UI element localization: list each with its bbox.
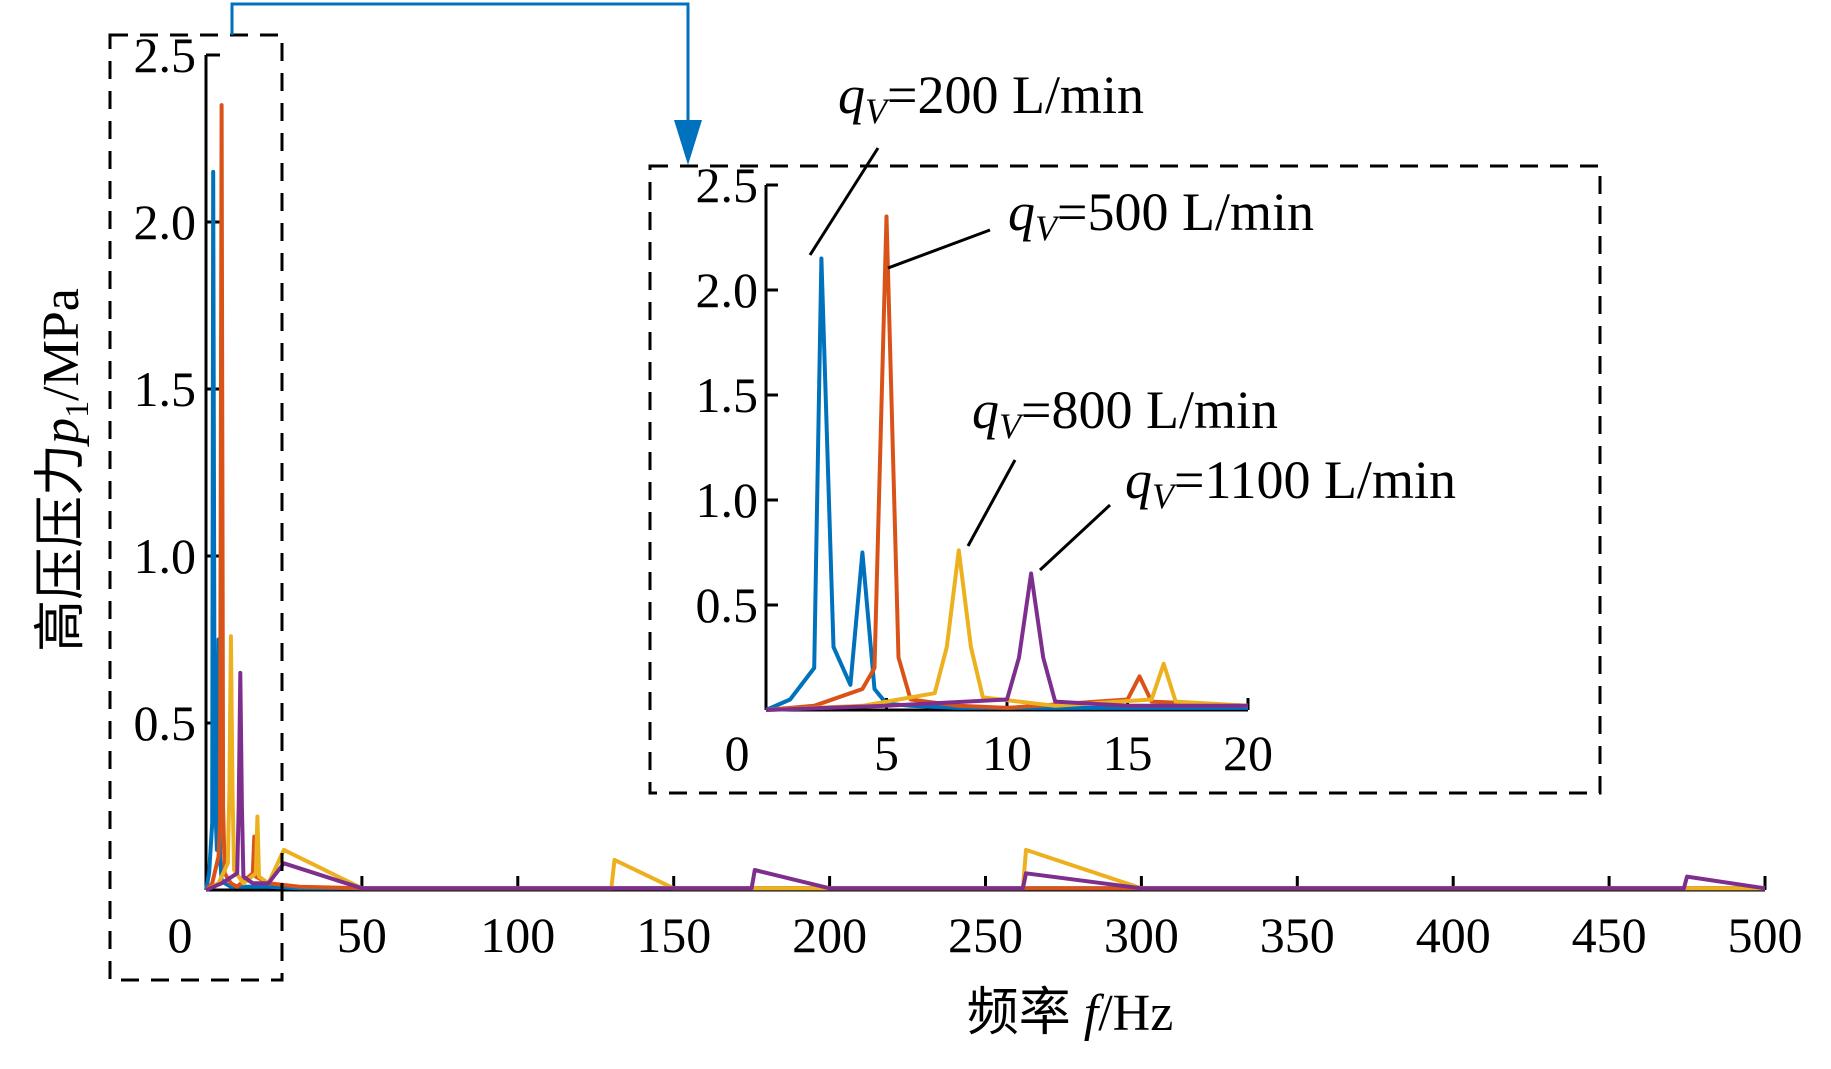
inset-series-lines <box>765 214 1249 712</box>
inset-x-tick-label: 5 <box>874 725 899 781</box>
inset-y-tick-label: 0.5 <box>696 577 759 633</box>
main-y-tick-label: 1.5 <box>134 361 197 417</box>
inset-box <box>648 164 1602 795</box>
annotations: qV=200 L/min qV=500 L/min qV=800 L/min q… <box>808 65 1456 572</box>
main-y-axis-label: 高压压力p1/MPa <box>33 288 96 652</box>
main-x-tick-label: 200 <box>792 907 867 963</box>
annotation-leader-500 <box>887 228 991 270</box>
zoom-connector-arrow <box>230 2 690 130</box>
zoom-source-box <box>108 33 284 982</box>
main-x-tick-label: 450 <box>1572 907 1647 963</box>
main-x-tick-label: 150 <box>636 907 711 963</box>
inset-y-tick-label: 2.5 <box>696 157 759 213</box>
main-x-tick-label: 50 <box>337 907 387 963</box>
origin-zero-label: 0 <box>725 725 750 781</box>
inset-x-tick-label: 10 <box>982 725 1032 781</box>
main-series-line-3 <box>205 670 1766 892</box>
inset-y-ticks: 0.5 1.0 1.5 2.0 2.5 <box>696 157 778 633</box>
main-y-tick-label: 1.0 <box>134 528 197 584</box>
inset-x-tick-label: 20 <box>1223 725 1273 781</box>
origin-zero-label: 0 <box>168 907 193 963</box>
main-x-tick-label: 100 <box>480 907 555 963</box>
inset-series-line-3 <box>765 571 1248 712</box>
inset-plot: 5 10 15 20 0 0.5 1.0 1.5 2.0 2.5 <box>696 157 1274 781</box>
inset-series-line-2 <box>765 548 1249 712</box>
main-y-tick-label: 2.0 <box>134 194 197 250</box>
annotation-leader-800 <box>966 459 1017 547</box>
annotation-leader-1100 <box>1038 503 1112 572</box>
annotation-1100: qV=1100 L/min <box>1125 450 1456 516</box>
main-x-tick-label: 350 <box>1260 907 1335 963</box>
annotation-200: qV=200 L/min <box>838 65 1144 131</box>
main-y-tick-label: 0.5 <box>134 695 197 751</box>
annotation-leader-200 <box>808 147 880 256</box>
main-x-tick-label: 300 <box>1104 907 1179 963</box>
main-x-tick-label: 400 <box>1416 907 1491 963</box>
main-x-tick-label: 250 <box>948 907 1023 963</box>
inset-y-tick-label: 1.0 <box>696 472 759 528</box>
arrow-head-icon <box>674 120 702 165</box>
main-x-axis-label: 频率 f/Hz <box>967 985 1174 1042</box>
inset-x-tick-label: 15 <box>1103 725 1153 781</box>
main-series-lines <box>204 103 1766 892</box>
main-series-line-0 <box>204 169 1765 891</box>
annotation-500: qV=500 L/min <box>1008 182 1314 248</box>
inset-y-tick-label: 1.5 <box>696 367 759 423</box>
inset-series-line-1 <box>765 214 1249 712</box>
main-x-ticks: 50 100 150 200 250 300 350 400 450 500 0 <box>168 876 1803 963</box>
annotation-800: qV=800 L/min <box>972 380 1278 446</box>
inset-x-ticks: 5 10 15 20 0 <box>725 698 1273 781</box>
main-x-tick-label: 500 <box>1728 907 1803 963</box>
inset-y-tick-label: 2.0 <box>696 262 759 318</box>
